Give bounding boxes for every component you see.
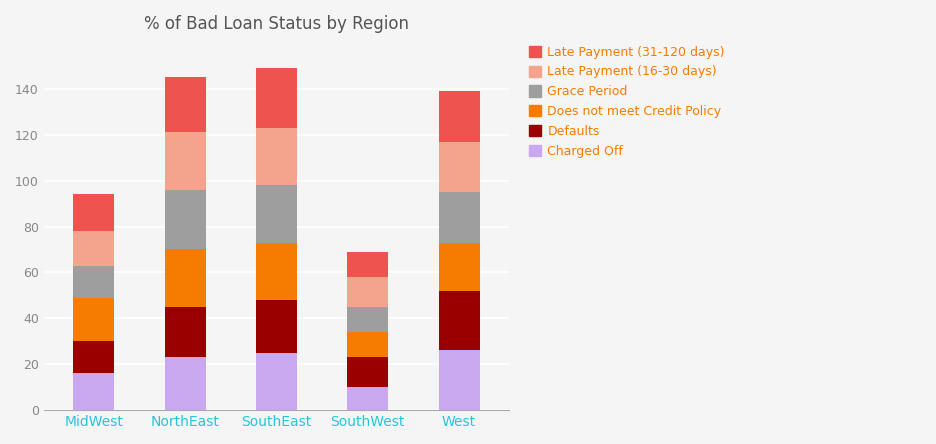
Bar <box>256 68 297 128</box>
Bar <box>439 142 479 192</box>
Bar <box>347 277 388 307</box>
Title: % of Bad Loan Status by Region: % of Bad Loan Status by Region <box>144 15 409 33</box>
Bar <box>73 266 114 297</box>
Bar <box>165 190 206 250</box>
Legend: Late Payment (31-120 days), Late Payment (16-30 days), Grace Period, Does not me: Late Payment (31-120 days), Late Payment… <box>525 42 728 162</box>
Bar <box>347 387 388 410</box>
Bar <box>73 231 114 266</box>
Bar <box>73 373 114 410</box>
Bar <box>256 242 297 300</box>
Bar <box>439 91 479 142</box>
Bar <box>73 297 114 341</box>
Bar <box>256 128 297 185</box>
Bar <box>439 192 479 242</box>
Bar <box>439 350 479 410</box>
Bar <box>347 307 388 332</box>
Bar <box>347 357 388 387</box>
Bar <box>347 252 388 277</box>
Bar <box>165 307 206 357</box>
Bar <box>256 300 297 353</box>
Bar <box>256 185 297 242</box>
Bar <box>256 353 297 410</box>
Bar <box>347 332 388 357</box>
Bar <box>439 291 479 350</box>
Bar <box>165 132 206 190</box>
Bar <box>73 194 114 231</box>
Bar <box>165 357 206 410</box>
Bar <box>439 242 479 291</box>
Bar <box>165 77 206 132</box>
Bar <box>165 250 206 307</box>
Bar <box>73 341 114 373</box>
